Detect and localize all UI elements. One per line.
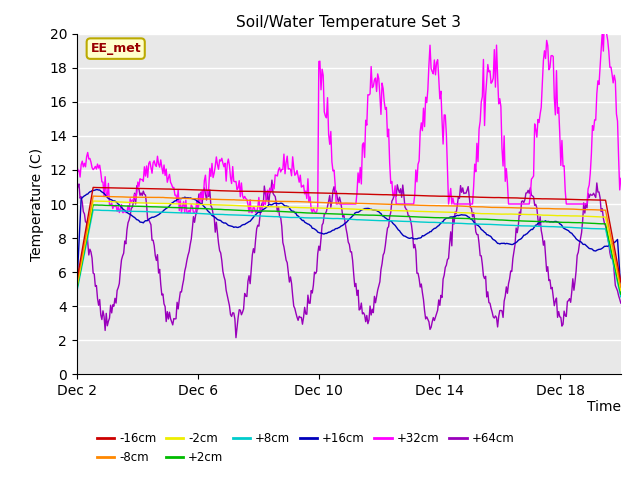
- -16cm: [605, 215, 612, 220]
- +2cm: [90, 202, 97, 208]
- +8cm: [369, 217, 376, 223]
- X-axis label: Time: Time: [587, 399, 621, 413]
- +2cm: [369, 212, 376, 218]
- +2cm: [332, 211, 340, 217]
- +32cm: [115, 210, 123, 216]
- Line: +8cm: +8cm: [77, 210, 621, 297]
- -16cm: [617, 279, 625, 285]
- Title: Soil/Water Temperature Set 3: Soil/Water Temperature Set 3: [236, 15, 461, 30]
- Line: +16cm: +16cm: [77, 190, 621, 289]
- +64cm: [268, 177, 276, 183]
- Line: -8cm: -8cm: [77, 196, 621, 287]
- +32cm: [332, 201, 340, 207]
- +2cm: [617, 291, 625, 297]
- +64cm: [521, 197, 529, 203]
- +16cm: [520, 232, 527, 238]
- -2cm: [398, 208, 406, 214]
- +8cm: [398, 218, 406, 224]
- -8cm: [73, 282, 81, 288]
- +16cm: [93, 187, 100, 192]
- +8cm: [617, 294, 625, 300]
- -16cm: [332, 191, 340, 196]
- +64cm: [617, 300, 625, 306]
- -16cm: [90, 184, 97, 190]
- -8cm: [369, 201, 376, 207]
- +8cm: [73, 289, 81, 295]
- +64cm: [73, 188, 81, 193]
- +16cm: [332, 226, 340, 231]
- +32cm: [520, 201, 527, 207]
- -16cm: [369, 192, 376, 197]
- -16cm: [73, 278, 81, 284]
- +64cm: [337, 199, 344, 205]
- +8cm: [605, 240, 612, 246]
- +64cm: [606, 250, 614, 256]
- +8cm: [332, 216, 340, 221]
- +2cm: [398, 213, 406, 219]
- -8cm: [520, 205, 527, 211]
- Line: -16cm: -16cm: [77, 187, 621, 282]
- -2cm: [520, 212, 527, 217]
- +8cm: [336, 216, 344, 221]
- -2cm: [92, 198, 99, 204]
- -8cm: [90, 193, 97, 199]
- +32cm: [369, 85, 376, 91]
- -2cm: [73, 285, 81, 290]
- -2cm: [332, 205, 340, 211]
- -2cm: [369, 207, 376, 213]
- -16cm: [336, 191, 344, 196]
- +8cm: [520, 223, 527, 229]
- +16cm: [605, 243, 612, 249]
- +32cm: [336, 201, 344, 207]
- +2cm: [73, 287, 81, 292]
- Y-axis label: Temperature (C): Temperature (C): [30, 147, 44, 261]
- Legend: -16cm, -8cm, -2cm, +2cm, +8cm, +16cm, +32cm, +64cm: -16cm, -8cm, -2cm, +2cm, +8cm, +16cm, +3…: [92, 428, 519, 469]
- +16cm: [369, 207, 376, 213]
- +32cm: [606, 64, 614, 70]
- -16cm: [398, 192, 406, 198]
- Line: +64cm: +64cm: [77, 180, 621, 338]
- -8cm: [605, 224, 612, 229]
- -2cm: [336, 205, 344, 211]
- +8cm: [90, 207, 97, 213]
- +32cm: [600, 15, 608, 21]
- +16cm: [73, 285, 81, 290]
- +16cm: [336, 225, 344, 230]
- Line: +2cm: +2cm: [77, 205, 621, 294]
- +32cm: [617, 176, 625, 181]
- -16cm: [520, 195, 527, 201]
- +2cm: [336, 211, 344, 217]
- -2cm: [605, 230, 612, 236]
- -8cm: [332, 200, 340, 206]
- -8cm: [336, 200, 344, 206]
- +32cm: [398, 201, 406, 207]
- -8cm: [398, 202, 406, 208]
- +64cm: [333, 195, 341, 201]
- Line: -2cm: -2cm: [77, 201, 621, 290]
- +32cm: [73, 160, 81, 166]
- Line: +32cm: +32cm: [77, 18, 621, 213]
- +2cm: [520, 218, 527, 224]
- -2cm: [617, 288, 625, 293]
- Text: EE_met: EE_met: [90, 42, 141, 55]
- -8cm: [617, 284, 625, 290]
- +2cm: [605, 236, 612, 242]
- +16cm: [398, 231, 406, 237]
- +64cm: [232, 335, 240, 341]
- +64cm: [399, 182, 406, 188]
- +64cm: [369, 310, 377, 315]
- +16cm: [617, 286, 625, 292]
